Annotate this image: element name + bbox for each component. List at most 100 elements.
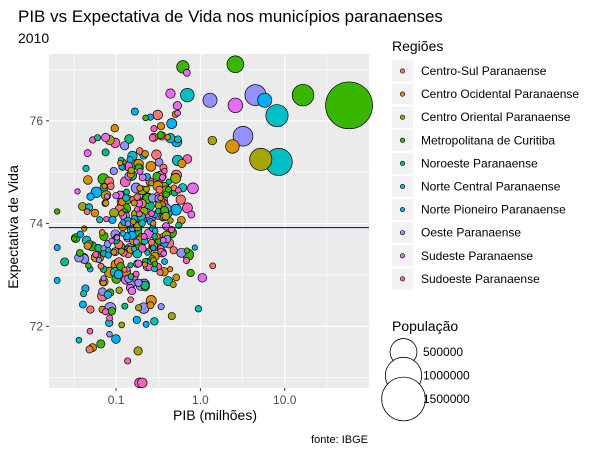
data-point xyxy=(102,199,110,207)
data-point xyxy=(146,301,155,310)
data-point xyxy=(138,173,147,182)
data-point xyxy=(111,334,121,344)
data-point xyxy=(129,225,136,232)
x-tick-label: 1.0 xyxy=(192,393,209,407)
data-point xyxy=(124,220,132,227)
data-point xyxy=(194,305,203,313)
data-point xyxy=(155,207,162,215)
data-points xyxy=(53,55,373,389)
x-tick-label: 10.0 xyxy=(273,393,297,407)
legend-swatch xyxy=(399,114,405,120)
data-point xyxy=(101,183,108,190)
data-point xyxy=(97,262,105,270)
data-point xyxy=(85,262,92,269)
data-point xyxy=(291,83,315,107)
data-point xyxy=(132,315,141,324)
data-point xyxy=(124,357,132,365)
data-point xyxy=(156,268,164,276)
data-point xyxy=(202,92,218,108)
data-point xyxy=(98,229,106,236)
data-point xyxy=(75,336,83,344)
legend-swatch xyxy=(399,91,405,97)
data-point xyxy=(167,312,176,321)
data-point xyxy=(136,168,144,175)
data-point xyxy=(249,147,273,171)
data-point xyxy=(169,281,177,288)
data-point xyxy=(118,210,125,217)
data-point xyxy=(207,135,217,146)
data-point xyxy=(106,314,114,322)
data-point xyxy=(83,208,91,216)
data-point xyxy=(148,180,155,187)
data-point xyxy=(101,132,111,142)
data-point xyxy=(130,199,138,207)
data-point xyxy=(86,327,94,335)
data-point xyxy=(104,251,112,259)
y-axis-label: Expectativa de Vida xyxy=(5,165,21,289)
data-point xyxy=(92,251,100,258)
data-point xyxy=(96,216,104,224)
data-point xyxy=(130,218,137,225)
data-point xyxy=(161,167,168,174)
data-point xyxy=(117,159,124,167)
legend-size-label: 500000 xyxy=(423,345,463,359)
legend-item-label: Centro Ocidental Paranaense xyxy=(421,87,579,101)
data-point xyxy=(143,185,150,193)
data-point xyxy=(107,307,116,316)
data-point xyxy=(120,141,130,151)
data-point xyxy=(135,304,143,312)
data-point xyxy=(74,188,81,195)
data-point xyxy=(148,238,156,246)
legend-item-label: Noroeste Paranaense xyxy=(421,156,538,170)
x-axis-ticks: 0.1 1.0 10.0 xyxy=(108,388,297,407)
data-point xyxy=(191,244,198,251)
data-point xyxy=(166,118,178,129)
legend-swatch xyxy=(399,137,405,143)
data-point xyxy=(167,266,174,273)
data-point xyxy=(134,206,141,213)
legend-regions: Regiões Centro-Sul Paranaense Centro Ocid… xyxy=(392,38,579,290)
data-point xyxy=(124,134,134,144)
legend-item-label: Sudeste Paranaense xyxy=(421,249,533,263)
data-point xyxy=(180,87,195,103)
data-point xyxy=(80,290,88,298)
data-point xyxy=(175,194,186,205)
data-point xyxy=(154,157,164,167)
data-point xyxy=(132,238,140,246)
data-point xyxy=(232,125,254,147)
data-point xyxy=(165,185,172,193)
data-point xyxy=(141,261,148,268)
legend-item-label: Oeste Paranaense xyxy=(421,226,521,240)
data-point xyxy=(325,81,373,130)
chart-title: PIB vs Expectativa de Vida nos município… xyxy=(18,7,443,26)
data-point xyxy=(165,88,176,99)
data-point xyxy=(82,164,90,172)
data-point xyxy=(167,217,174,224)
data-point xyxy=(107,182,115,190)
legend-swatch xyxy=(399,253,405,259)
data-point xyxy=(101,148,110,157)
data-point xyxy=(142,320,150,328)
data-point xyxy=(127,262,134,269)
data-point xyxy=(182,256,190,265)
data-point xyxy=(102,308,109,316)
x-tick-label: 0.1 xyxy=(108,393,125,407)
data-point xyxy=(136,184,144,192)
data-point xyxy=(94,134,102,142)
data-point xyxy=(127,166,136,175)
data-point xyxy=(175,187,182,194)
data-point xyxy=(71,235,78,242)
data-point xyxy=(159,236,167,244)
data-point xyxy=(118,321,126,329)
y-axis-ticks: 72 74 76 xyxy=(30,114,49,333)
y-tick-label: 74 xyxy=(30,217,44,231)
legend-swatch xyxy=(399,207,405,213)
data-point xyxy=(114,234,121,241)
data-point xyxy=(127,286,137,296)
data-point xyxy=(140,233,148,241)
data-point xyxy=(197,273,207,283)
data-point xyxy=(133,346,143,356)
data-point xyxy=(141,150,149,158)
data-point xyxy=(165,178,172,185)
data-point xyxy=(155,185,164,194)
